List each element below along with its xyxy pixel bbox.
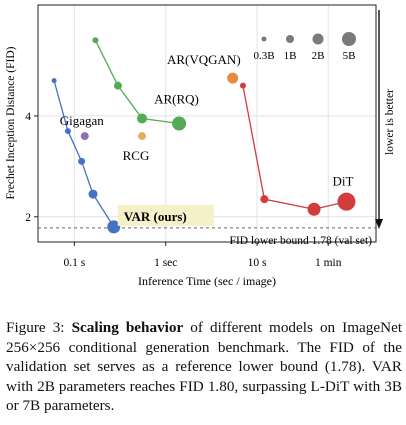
figure-label: Figure 3: bbox=[6, 319, 65, 336]
caption-text: of different models on ImageNet 256×256 … bbox=[6, 319, 403, 414]
series-line-1 bbox=[94, 40, 180, 125]
singleton-point-2 bbox=[138, 132, 147, 141]
series-point-1 bbox=[137, 113, 148, 124]
series-point-0 bbox=[78, 157, 86, 165]
gigagan-label: Gigagan bbox=[60, 113, 105, 128]
scaling-chart: FID lower bound 1.78 (val set) VAR (ours… bbox=[5, 4, 396, 288]
arrq-series-label: AR(RQ) bbox=[154, 92, 199, 107]
singleton-point-1 bbox=[80, 132, 89, 141]
plot-frame bbox=[37, 4, 377, 243]
y-axis-ticks: 24 bbox=[25, 111, 38, 224]
rcg-label: RCG bbox=[123, 148, 150, 163]
series-point-1 bbox=[172, 116, 187, 131]
series-point-1 bbox=[113, 81, 122, 90]
side-annotation: lower is better bbox=[384, 89, 396, 155]
size-legend-label: 0.3B bbox=[253, 50, 274, 62]
figure-caption: Figure 3: Scaling behavior of different … bbox=[6, 318, 402, 416]
series-point-1 bbox=[92, 37, 99, 44]
x-axis-label: Inference Time (sec / image) bbox=[138, 274, 276, 288]
var-highlight-box bbox=[117, 204, 214, 226]
series-point-2 bbox=[260, 195, 269, 204]
x-tick-label: 1 min bbox=[315, 257, 342, 269]
y-tick-label: 4 bbox=[25, 111, 31, 123]
series-line-2 bbox=[242, 85, 347, 210]
y-axis-label: Frechet Inception Distance (FID) bbox=[5, 46, 17, 199]
x-axis-ticks: 0.1 s 1 sec 10 s 1 min bbox=[63, 242, 342, 269]
series-point-2 bbox=[307, 202, 321, 216]
size-legend-label: 1B bbox=[284, 50, 297, 62]
size-legend-dot bbox=[312, 33, 324, 45]
series-line-0 bbox=[53, 80, 115, 228]
series-labels: VAR (ours) AR(RQ) DiT AR(VQGAN) Gigagan RCG bbox=[60, 52, 353, 226]
series-point-2 bbox=[239, 82, 246, 89]
size-legend-dot bbox=[342, 32, 356, 46]
size-legend: 0.3B 1B 2B 5B bbox=[253, 32, 356, 62]
size-legend-label: 2B bbox=[312, 50, 325, 62]
x-tick-label: 1 sec bbox=[154, 257, 177, 269]
series-point-0 bbox=[107, 220, 121, 234]
x-tick-label: 0.1 s bbox=[63, 257, 85, 269]
var-series-label: VAR (ours) bbox=[124, 209, 187, 224]
series-point-2 bbox=[337, 192, 356, 211]
reference-line-group: FID lower bound 1.78 (val set) bbox=[38, 227, 376, 247]
arvqgan-label: AR(VQGAN) bbox=[167, 52, 241, 67]
singleton-point-0 bbox=[227, 72, 239, 84]
caption-bold-phrase: Scaling behavior bbox=[71, 319, 184, 336]
series-point-0 bbox=[88, 189, 98, 199]
size-legend-dot bbox=[261, 36, 267, 42]
dit-series-label: DiT bbox=[332, 174, 353, 189]
size-legend-label: 5B bbox=[343, 50, 356, 62]
x-tick-label: 10 s bbox=[248, 257, 267, 269]
fid-lower-bound-label: FID lower bound 1.78 (val set) bbox=[230, 235, 373, 247]
size-legend-dot bbox=[286, 35, 294, 43]
series-point-0 bbox=[51, 78, 57, 84]
series-lines bbox=[53, 40, 347, 228]
lower-is-better-annotation: lower is better bbox=[375, 10, 396, 229]
series-points bbox=[51, 37, 356, 234]
y-tick-label: 2 bbox=[25, 212, 31, 224]
series-point-0 bbox=[64, 128, 71, 135]
